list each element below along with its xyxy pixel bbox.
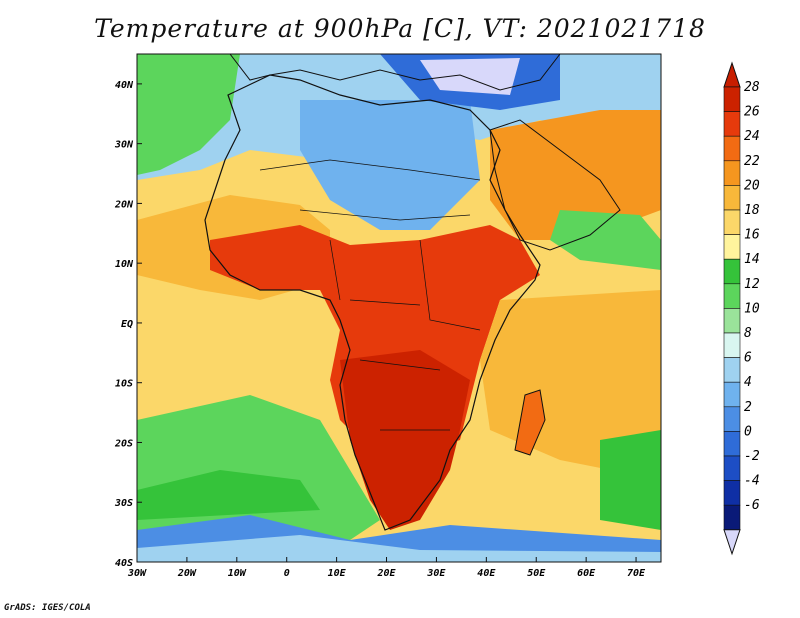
lon-tick-label: 30W bbox=[127, 568, 147, 579]
colorbar-swatch bbox=[723, 135, 741, 162]
colorbar-label: 2 bbox=[744, 400, 752, 415]
colorbar-swatch bbox=[723, 283, 741, 309]
lon-tick-label: 0 bbox=[284, 568, 290, 579]
lat-tick-label: 20S bbox=[114, 438, 133, 449]
arabian-sea-green bbox=[550, 210, 661, 270]
colorbar-swatch bbox=[723, 504, 741, 531]
colorbar-swatch bbox=[723, 332, 741, 358]
africa-coastline bbox=[204, 74, 541, 531]
colorbar-label: 0 bbox=[744, 424, 752, 439]
plot-frame bbox=[136, 53, 662, 563]
colorbar-label: 6 bbox=[744, 351, 752, 366]
colorbar-swatch bbox=[723, 455, 741, 481]
colorbar-bottom-arrow bbox=[723, 529, 741, 556]
colorbar-label: 14 bbox=[744, 252, 760, 267]
lat-tick-label: 30N bbox=[114, 140, 134, 151]
colorbar-swatch bbox=[723, 258, 741, 285]
lat-tick-label: 10S bbox=[115, 379, 133, 390]
lon-tick-label: 10W bbox=[228, 568, 247, 579]
colorbar-label: 16 bbox=[744, 228, 760, 243]
colorbar-label: 20 bbox=[744, 178, 760, 193]
lat-tick-label: EQ bbox=[121, 319, 133, 330]
southeast-indian-green bbox=[600, 430, 661, 530]
lat-tick-label: 40N bbox=[115, 80, 134, 91]
colorbar-label: -6 bbox=[744, 498, 760, 513]
lon-tick-label: 40E bbox=[477, 568, 496, 579]
colorbar-label: 8 bbox=[744, 326, 752, 341]
colorbar-label: 22 bbox=[744, 154, 760, 169]
lon-tick-label: 70E bbox=[627, 568, 646, 579]
southern-hot bbox=[340, 350, 470, 530]
colorbar-swatch bbox=[723, 209, 741, 235]
colorbar-label: -4 bbox=[744, 474, 760, 489]
colorbar-label: 24 bbox=[744, 129, 760, 144]
colorbar-swatch bbox=[723, 480, 741, 506]
lon-tick-label: 20E bbox=[376, 568, 396, 579]
colorbar-swatch bbox=[723, 111, 741, 137]
lon-tick-label: 20W bbox=[177, 568, 197, 579]
north-atlantic-green bbox=[137, 54, 240, 175]
colorbar-swatch bbox=[723, 234, 741, 260]
map-field bbox=[137, 54, 661, 562]
colorbar-swatch bbox=[723, 381, 741, 408]
sahara-cool bbox=[300, 100, 480, 230]
lon-tick-label: 10E bbox=[328, 568, 347, 579]
colorbar-swatch bbox=[723, 357, 741, 383]
lat-tick-label: 10N bbox=[115, 259, 134, 270]
map-title: Temperature at 900hPa [C], VT: 202102171… bbox=[94, 14, 706, 43]
lon-tick-label: 60E bbox=[577, 568, 596, 579]
madagascar bbox=[514, 389, 546, 456]
colorbar-label: -2 bbox=[744, 449, 760, 464]
colorbar-label: 10 bbox=[744, 301, 760, 316]
colorbar-swatch bbox=[723, 86, 741, 112]
latitude-axis: 40N 30N 20N 10N EQ 10S 20S 30S 40S bbox=[114, 80, 142, 569]
lat-tick-label: 20N bbox=[114, 199, 134, 210]
grads-credit: GrADS: IGES/COLA bbox=[4, 603, 91, 613]
south-atlantic-deep-green bbox=[137, 470, 320, 520]
arabia-coastline bbox=[489, 119, 621, 251]
lat-tick-label: 30S bbox=[114, 498, 133, 509]
country-borders bbox=[259, 159, 481, 431]
lon-tick-label: 50E bbox=[527, 568, 546, 579]
colorbar-swatch bbox=[723, 160, 741, 186]
colorbar-label: 4 bbox=[744, 375, 752, 390]
longitude-axis: 30W 20W 10W 0 10E 20E 30E 40E 50E 60E 70E bbox=[127, 557, 646, 579]
colorbar-swatch bbox=[723, 431, 741, 457]
colorbar-label: 18 bbox=[744, 203, 760, 218]
balkan-cold bbox=[420, 58, 520, 95]
lat-tick-label: 40S bbox=[115, 558, 133, 569]
colorbar-swatch bbox=[723, 406, 741, 432]
europe-coastline bbox=[229, 54, 561, 91]
colorbar-label: 12 bbox=[744, 277, 760, 292]
colorbar-swatch bbox=[723, 185, 741, 211]
colorbar-top-arrow bbox=[723, 61, 741, 88]
colorbar-label: 26 bbox=[744, 105, 760, 120]
lon-tick-label: 30E bbox=[426, 568, 446, 579]
colorbar-swatch bbox=[723, 308, 741, 334]
colorbar-label: 28 bbox=[744, 80, 760, 95]
southern-ocean-light bbox=[137, 535, 661, 562]
